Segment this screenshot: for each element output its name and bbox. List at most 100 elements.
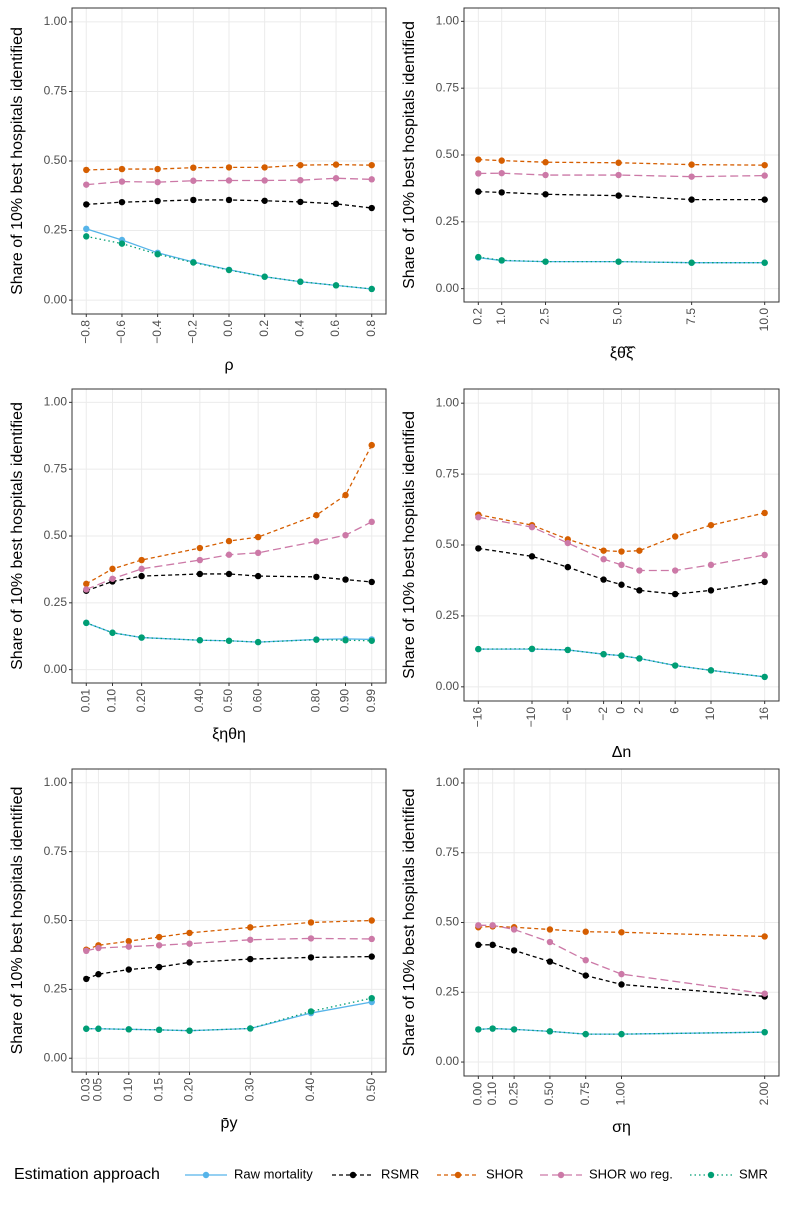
data-point <box>307 954 315 961</box>
data-point <box>498 189 505 196</box>
data-point <box>368 204 375 212</box>
data-point <box>297 278 304 285</box>
data-point <box>138 572 145 580</box>
x-tick-label: 0.05 <box>91 1078 105 1102</box>
data-point <box>489 922 496 929</box>
x-axis-title: ξθ̂ξ̂ <box>610 345 636 362</box>
series-line <box>86 997 372 1032</box>
x-tick-label: −0.4 <box>150 320 164 344</box>
x-tick-label: 5.0 <box>611 308 625 325</box>
data-point <box>196 637 204 644</box>
data-point <box>761 673 768 681</box>
y-tick-label: 0.75 <box>436 845 460 859</box>
data-point <box>138 556 145 564</box>
y-tick-label: 0.25 <box>436 214 460 228</box>
data-point <box>261 197 268 204</box>
panel-border <box>463 768 780 1077</box>
y-tick-label: 0.25 <box>436 608 460 622</box>
data-point <box>564 646 572 654</box>
data-point <box>154 178 161 186</box>
x-tick-label: 2 <box>632 707 646 714</box>
data-point <box>636 547 643 554</box>
data-point <box>118 178 126 185</box>
x-axis-title: p̄y <box>221 1115 238 1132</box>
panel: 0.000.250.500.751.000.00 0.10 0.25 0.50 0.75… <box>401 768 780 1136</box>
data-point <box>307 1008 315 1015</box>
data-point <box>688 196 695 203</box>
data-point <box>225 570 233 578</box>
y-tick-label: 1.00 <box>436 775 460 789</box>
data-point <box>498 157 505 164</box>
x-tick-label: 0.0 <box>221 320 235 337</box>
data-point <box>155 933 163 941</box>
data-point <box>546 1028 554 1035</box>
y-tick-label: 1.00 <box>436 395 460 409</box>
data-point <box>600 576 607 583</box>
data-point <box>247 1025 254 1032</box>
data-point <box>155 942 163 949</box>
data-point <box>636 587 643 594</box>
data-point <box>707 521 715 529</box>
data-point <box>154 250 161 258</box>
data-point <box>564 539 572 547</box>
data-point <box>618 929 625 936</box>
x-tick-label: 0.30 <box>242 1078 256 1102</box>
x-tick-label: 10 <box>703 707 717 721</box>
y-tick-label: 0.25 <box>436 984 460 998</box>
legend-title: Estimation approach <box>14 1166 160 1183</box>
data-point <box>83 181 90 188</box>
x-tick-label: 0.50 <box>364 1078 378 1102</box>
legend-label: RSMR <box>381 1166 419 1181</box>
data-point <box>582 956 589 964</box>
data-point <box>475 253 482 261</box>
y-tick-label: 0.50 <box>436 915 460 929</box>
data-point <box>83 947 90 954</box>
data-point <box>671 533 679 540</box>
data-point <box>247 955 254 963</box>
data-point <box>707 561 715 569</box>
y-tick-label: 1.00 <box>44 14 68 28</box>
x-tick-label: 0 <box>614 707 628 714</box>
y-tick-label: 0.75 <box>44 84 68 98</box>
data-point <box>196 556 204 564</box>
data-point <box>190 177 197 184</box>
data-point <box>297 161 304 169</box>
data-point <box>342 491 349 499</box>
data-point <box>313 636 320 643</box>
data-point <box>109 629 116 636</box>
x-tick-label: 0.2 <box>470 308 484 325</box>
data-point <box>368 285 375 293</box>
y-tick-label: 0.25 <box>44 595 68 609</box>
data-point <box>618 548 625 555</box>
data-point <box>332 161 340 168</box>
data-point <box>688 259 695 266</box>
panel: 0.00 0.25 0.50 0.75 1.00 0.01 0.10 0.20 0.40 0.50… <box>9 388 387 743</box>
data-point <box>528 645 536 653</box>
legend-key-point <box>557 1171 565 1179</box>
data-point <box>761 551 768 559</box>
data-point <box>564 563 572 571</box>
x-tick-label: 0.4 <box>293 320 307 337</box>
data-point <box>342 637 349 644</box>
y-tick-label: 0.00 <box>44 662 68 676</box>
data-point <box>225 266 233 274</box>
data-point <box>155 963 163 971</box>
x-axis-title: Δn <box>612 744 632 761</box>
legend-label: Raw mortality <box>234 1166 313 1181</box>
data-point <box>475 545 482 552</box>
panel: 0.00 0.25 0.50 0.75 1.00 −16 −10 −6 −2 0 2 6 10 16 Δn S… <box>401 388 780 761</box>
data-point <box>542 171 549 179</box>
x-tick-label: 0.60 <box>250 689 264 713</box>
y-tick-label: 0.00 <box>44 1050 68 1064</box>
y-tick-label: 0.25 <box>44 223 68 237</box>
x-tick-label: 2.00 <box>757 1082 771 1106</box>
legend-key-point <box>202 1171 210 1179</box>
data-point <box>307 919 315 926</box>
data-point <box>475 514 482 521</box>
y-tick-label: 0.75 <box>44 844 68 858</box>
y-tick-label: 0.50 <box>44 153 68 167</box>
x-tick-label: −6 <box>560 707 574 721</box>
data-point <box>155 1026 163 1034</box>
data-point <box>138 634 145 641</box>
data-point <box>342 576 349 583</box>
